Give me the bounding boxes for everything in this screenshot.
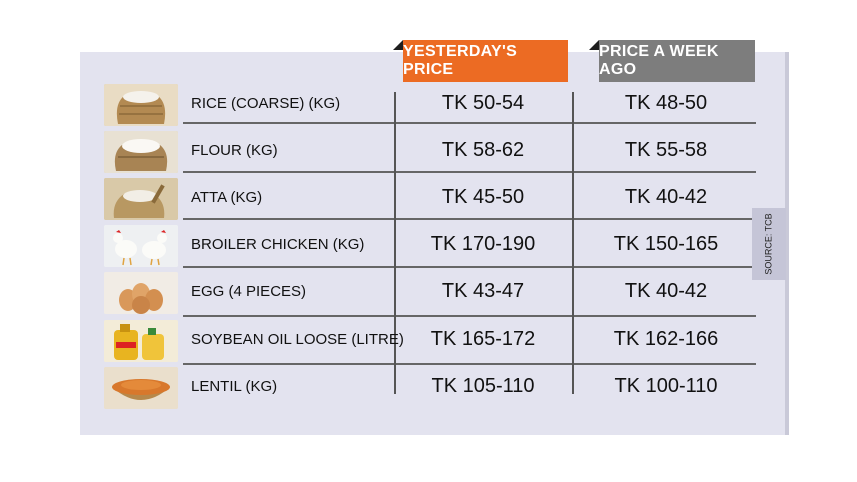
item-label: LENTIL (KG)	[191, 378, 278, 395]
price-table-panel	[80, 52, 789, 435]
row-divider	[183, 218, 394, 220]
source-tab: SOURCE: TCB	[752, 208, 786, 280]
egg-icon	[104, 272, 178, 314]
row-divider	[574, 218, 756, 220]
row-divider	[183, 315, 394, 317]
yesterday-price: TK 165-172	[430, 328, 536, 350]
oil-bottle-icon	[104, 320, 178, 362]
yesterday-price: TK 45-50	[441, 186, 525, 208]
column-divider-2	[572, 92, 574, 394]
table-row: BROILER CHICKEN (KG) TK 170-190 TK 150-1…	[0, 221, 857, 268]
row-divider	[183, 171, 394, 173]
row-divider	[396, 218, 572, 220]
row-divider	[396, 363, 572, 365]
week-ago-price: TK 100-110	[614, 375, 718, 397]
yesterday-price: TK 50-54	[441, 92, 525, 114]
row-divider	[396, 171, 572, 173]
row-divider	[574, 266, 756, 268]
week-ago-price: TK 162-166	[613, 328, 719, 350]
item-label: RICE (COARSE) (KG)	[191, 95, 341, 112]
yesterday-price-header: YESTERDAY'S PRICE	[393, 40, 568, 82]
column-divider-1	[394, 92, 396, 394]
item-label: SOYBEAN OIL LOOSE (LITRE)	[191, 331, 404, 348]
week-ago-price: TK 55-58	[624, 139, 708, 161]
rice-sack-icon	[104, 84, 178, 126]
table-row: FLOUR (KG) TK 58-62 TK 55-58	[0, 127, 857, 174]
table-row: SOYBEAN OIL LOOSE (LITRE) TK 165-172 TK …	[0, 316, 857, 363]
yesterday-price: TK 105-110	[431, 375, 535, 397]
item-label: EGG (4 PIECES)	[191, 283, 307, 300]
row-divider	[183, 363, 394, 365]
chicken-icon	[104, 225, 178, 267]
flour-sack-icon	[104, 131, 178, 173]
row-divider	[396, 122, 572, 124]
table-row: RICE (COARSE) (KG) TK 50-54 TK 48-50	[0, 80, 857, 127]
row-divider	[183, 266, 394, 268]
row-divider	[396, 266, 572, 268]
item-label: BROILER CHICKEN (KG)	[191, 236, 365, 253]
week-ago-price: TK 150-165	[613, 233, 719, 255]
week-ago-price: TK 40-42	[624, 186, 708, 208]
item-label: FLOUR (KG)	[191, 142, 278, 159]
week-ago-price: TK 40-42	[624, 280, 708, 302]
yesterday-price: TK 170-190	[430, 233, 536, 255]
row-divider	[574, 122, 756, 124]
row-divider	[183, 122, 394, 124]
week-ago-price: TK 48-50	[624, 92, 708, 114]
source-label: SOURCE: TCB	[764, 213, 774, 275]
yesterday-price: TK 58-62	[441, 139, 525, 161]
table-row: LENTIL (KG) TK 105-110 TK 100-110	[0, 363, 857, 410]
table-row: EGG (4 PIECES) TK 43-47 TK 40-42	[0, 268, 857, 315]
table-row: ATTA (KG) TK 45-50 TK 40-42	[0, 174, 857, 221]
row-divider	[574, 171, 756, 173]
week-ago-price-header: PRICE A WEEK AGO	[589, 40, 755, 82]
row-divider	[574, 363, 756, 365]
row-divider	[396, 315, 572, 317]
atta-icon	[104, 178, 178, 220]
yesterday-price: TK 43-47	[441, 280, 525, 302]
lentil-bowl-icon	[104, 367, 178, 409]
row-divider	[574, 315, 756, 317]
item-label: ATTA (KG)	[191, 189, 263, 206]
